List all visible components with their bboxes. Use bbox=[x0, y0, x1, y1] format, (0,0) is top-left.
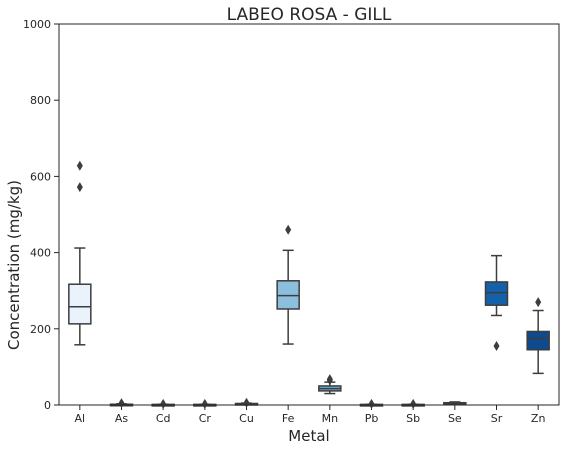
iqr-box bbox=[276, 280, 300, 310]
outlier-point bbox=[118, 398, 125, 409]
x-axis: Al As Cd Cr Cu Fe Mn Pb Sb Se Sr Zn bbox=[75, 405, 546, 425]
outlier-point bbox=[201, 398, 208, 409]
outlier-point bbox=[368, 398, 375, 409]
iqr-box bbox=[484, 281, 509, 306]
x-tick-label-pb: Pb bbox=[365, 412, 379, 425]
box-se bbox=[443, 401, 467, 405]
box-series bbox=[68, 160, 550, 409]
x-tick-label-cu: Cu bbox=[239, 412, 254, 425]
box-cu bbox=[234, 397, 259, 408]
box-sr bbox=[484, 254, 509, 351]
x-tick-label-al: Al bbox=[75, 412, 86, 425]
box-as bbox=[109, 398, 134, 409]
outlier-point bbox=[326, 374, 333, 385]
y-tick-label: 800 bbox=[30, 94, 51, 107]
outlier-point bbox=[493, 340, 500, 351]
box-sb bbox=[401, 398, 425, 409]
x-tick-label-se: Se bbox=[448, 412, 462, 425]
outlier-point bbox=[410, 398, 417, 409]
x-tick-label-fe: Fe bbox=[282, 412, 295, 425]
x-tick-label-sr: Sr bbox=[491, 412, 503, 425]
outlier-point bbox=[535, 297, 542, 308]
box-fe bbox=[276, 224, 300, 345]
y-tick-label: 1000 bbox=[23, 18, 51, 31]
x-tick-label-as: As bbox=[115, 412, 129, 425]
x-tick-label-sb: Sb bbox=[406, 412, 420, 425]
iqr-box bbox=[526, 330, 550, 351]
x-tick-label-zn: Zn bbox=[531, 412, 546, 425]
outlier-point bbox=[76, 160, 83, 171]
outlier-point bbox=[285, 224, 292, 235]
outlier-point bbox=[243, 397, 250, 408]
x-tick-label-mn: Mn bbox=[322, 412, 338, 425]
box-mn bbox=[318, 374, 342, 395]
y-tick-label: 0 bbox=[44, 399, 51, 412]
box-zn bbox=[526, 297, 550, 375]
box-pb bbox=[359, 398, 384, 409]
iqr-box bbox=[68, 283, 92, 325]
plot-frame bbox=[58, 23, 560, 406]
x-tick-label-cd: Cd bbox=[156, 412, 171, 425]
box-cd bbox=[151, 398, 175, 409]
box-cr bbox=[193, 398, 217, 409]
outlier-point bbox=[160, 398, 167, 409]
box-al bbox=[68, 160, 92, 346]
outlier-point bbox=[76, 182, 83, 193]
y-axis-title: Concentration (mg/kg) bbox=[5, 180, 23, 350]
y-tick-label: 600 bbox=[30, 170, 51, 183]
y-tick-label: 200 bbox=[30, 323, 51, 336]
y-axis: 0 200 400 600 800 1000 bbox=[23, 18, 59, 412]
y-tick-label: 400 bbox=[30, 247, 51, 260]
x-axis-title: Metal bbox=[288, 427, 329, 445]
chart-title: LABEO ROSA - GILL bbox=[227, 5, 392, 25]
x-tick-label-cr: Cr bbox=[199, 412, 212, 425]
